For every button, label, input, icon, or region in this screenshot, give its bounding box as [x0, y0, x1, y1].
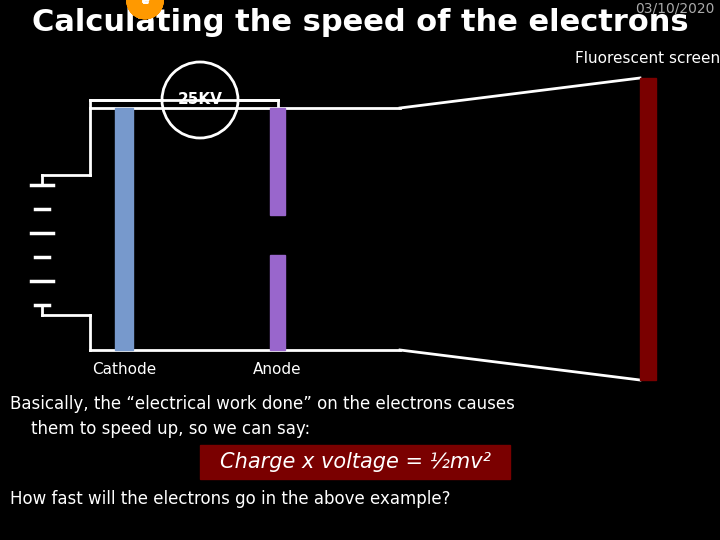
Text: e: e [141, 0, 149, 5]
Text: Cathode: Cathode [92, 362, 156, 377]
Text: e: e [141, 0, 149, 5]
Text: How fast will the electrons go in the above example?: How fast will the electrons go in the ab… [10, 490, 451, 508]
Text: Charge x voltage = ½mv²: Charge x voltage = ½mv² [220, 452, 490, 472]
Bar [115, 108, 133, 350]
Bar [640, 78, 656, 380]
Text: 25KV: 25KV [178, 92, 222, 107]
Circle shape [127, 0, 163, 18]
Circle shape [127, 0, 163, 18]
Text: Calculating the speed of the electrons: Calculating the speed of the electrons [32, 8, 688, 37]
Circle shape [127, 0, 163, 19]
Circle shape [127, 0, 163, 18]
Text: Basically, the “electrical work done” on the electrons causes
    them to speed : Basically, the “electrical work done” on… [10, 395, 515, 438]
Text: 03/10/2020: 03/10/2020 [636, 2, 715, 16]
Bar [200, 445, 510, 479]
Text: e: e [141, 0, 149, 6]
Text: e: e [141, 0, 149, 5]
Text: Anode: Anode [253, 362, 302, 377]
Text: e: e [141, 0, 149, 5]
Bar [270, 255, 285, 350]
Bar [270, 108, 285, 215]
Circle shape [127, 0, 163, 18]
Text: Fluorescent screen: Fluorescent screen [575, 51, 720, 66]
